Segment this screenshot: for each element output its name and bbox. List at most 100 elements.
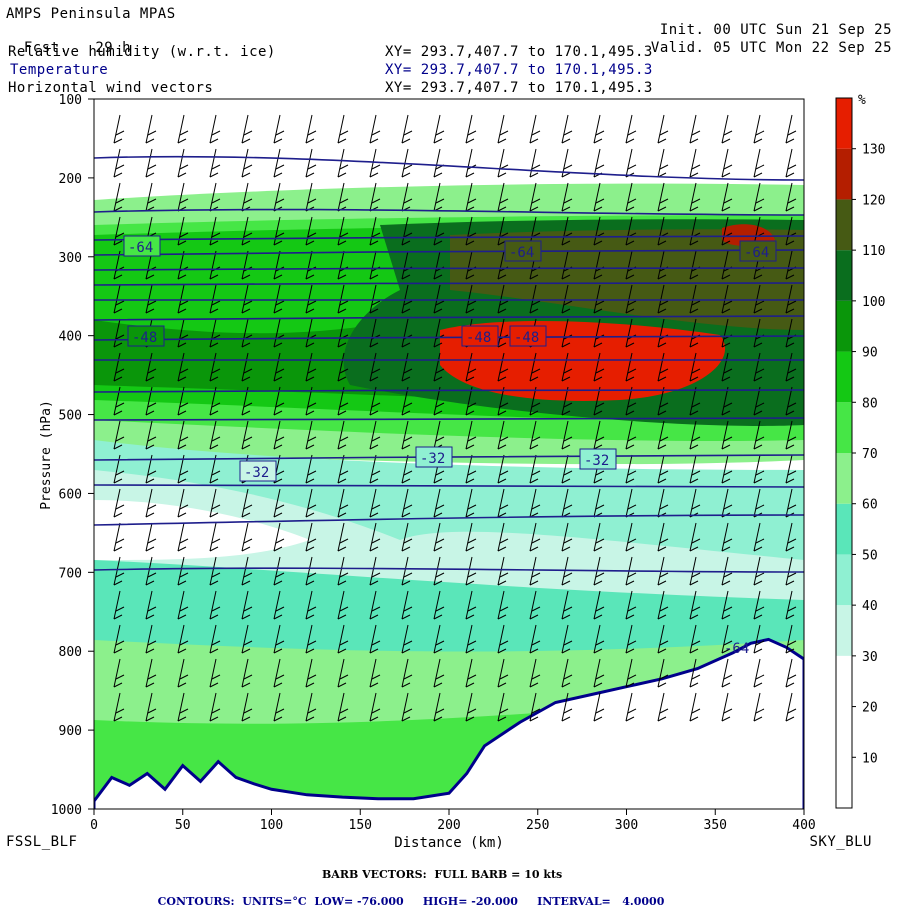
contour-low: LOW= -76.000: [314, 895, 404, 908]
svg-text:-64: -64: [744, 245, 769, 261]
colorbar-swatch: [836, 605, 852, 656]
wind-barb: [177, 216, 189, 246]
wind-barb: [369, 590, 381, 620]
isotherm-line: [94, 249, 804, 256]
wind-barb: [721, 454, 733, 484]
wind-barb: [401, 488, 413, 518]
isotherm-line: [94, 208, 804, 216]
wind-barb: [721, 624, 733, 654]
wind-barb: [209, 420, 221, 450]
wind-barb: [721, 420, 733, 450]
colorbar-tick-label: 30: [862, 650, 878, 665]
colorbar-swatch: [836, 300, 852, 352]
wind-barb: [625, 420, 637, 450]
wind-barb: [593, 284, 605, 314]
wind-barb: [305, 216, 317, 246]
x-axis: 0 50 100 150 200 250 300 350 400: [90, 809, 816, 833]
y-axis: 100 200 300 400 500 600 700 800 900 1000: [51, 93, 94, 818]
wind-barb: [785, 658, 797, 688]
wind-barb: [753, 386, 765, 416]
wind-barb: [465, 386, 477, 416]
contour-label: -64: [739, 240, 777, 262]
svg-text:-32: -32: [244, 465, 269, 481]
colorbar-swatch: [836, 250, 852, 301]
colorbar-tick-label: 10: [862, 751, 878, 766]
wind-barb: [241, 352, 253, 382]
colorbar-tick-label: 20: [862, 701, 878, 716]
wind-barb: [433, 488, 445, 518]
wind-barb: [273, 420, 285, 450]
wind-barb: [145, 284, 157, 314]
colorbar-swatch: [836, 757, 852, 808]
colorbar-swatch: [836, 503, 852, 555]
contour-label: -48: [461, 325, 499, 347]
colorbar-swatch: [836, 554, 852, 606]
wind-barb: [753, 284, 765, 314]
wind-barb: [337, 692, 349, 722]
wind-barb: [625, 386, 637, 416]
wind-barb: [657, 284, 669, 314]
wind-barb: [273, 488, 285, 518]
wind-barb: [721, 352, 733, 382]
colorbar-tick-label: 130: [862, 143, 885, 158]
wind-barb: [785, 182, 797, 212]
wind-barb: [209, 522, 221, 552]
wind-barb: [529, 556, 541, 586]
x-tick-label: 200: [437, 818, 460, 833]
wind-barb: [433, 692, 445, 722]
wind-barb: [593, 114, 605, 144]
wind-barb: [753, 182, 765, 212]
wind-barb: [369, 488, 381, 518]
wind-barb: [337, 114, 349, 144]
wind-barb: [721, 692, 733, 722]
wind-barb: [785, 114, 797, 144]
wind-barb: [689, 658, 701, 688]
wind-barb: [401, 216, 413, 246]
wind-barb: [529, 624, 541, 654]
wind-barb: [305, 148, 317, 178]
wind-barb: [337, 590, 349, 620]
wind-barb: [785, 522, 797, 552]
colorbar-swatch: [836, 706, 852, 758]
wind-barb: [177, 114, 189, 144]
contour-labels: -64 -64 -64 -48 -48 -48 -32 -32 -32 -64: [123, 235, 777, 657]
wind-barb: [753, 692, 765, 722]
wind-barb: [753, 556, 765, 586]
wind-barb: [145, 692, 157, 722]
wind-barb: [241, 658, 253, 688]
wind-barb: [113, 488, 125, 518]
wind-barb: [753, 624, 765, 654]
wind-barb: [785, 148, 797, 178]
contour-label-text: CONTOURS:: [157, 895, 235, 908]
isotherm-line: [94, 417, 804, 421]
wind-barb: [177, 624, 189, 654]
wind-barb: [209, 352, 221, 382]
wind-barb: [369, 114, 381, 144]
svg-text:-48: -48: [466, 330, 491, 346]
wind-barb: [689, 692, 701, 722]
wind-barb: [625, 284, 637, 314]
wind-barb: [241, 148, 253, 178]
wind-barb: [369, 658, 381, 688]
wind-barb: [497, 114, 509, 144]
isotherm-line: [94, 335, 804, 341]
wind-barb: [625, 454, 637, 484]
wind-barb: [497, 386, 509, 416]
wind-barb: [561, 658, 573, 688]
wind-barb: [625, 182, 637, 212]
forecast-value: 29 h: [95, 40, 132, 56]
wind-barb: [209, 488, 221, 518]
wind-barb: [401, 454, 413, 484]
wind-barb: [369, 216, 381, 246]
wind-barb: [753, 114, 765, 144]
wind-barb: [337, 284, 349, 314]
wind-barb: [337, 624, 349, 654]
wind-barb: [145, 522, 157, 552]
isotherm-line: [94, 282, 804, 286]
colorbar-tick-label: 70: [862, 447, 878, 462]
valid-value: 05 UTC Mon 22 Sep 25: [713, 40, 892, 56]
wind-barb: [465, 114, 477, 144]
wind-barb: [337, 420, 349, 450]
wind-barb: [465, 692, 477, 722]
wind-barb: [625, 352, 637, 382]
